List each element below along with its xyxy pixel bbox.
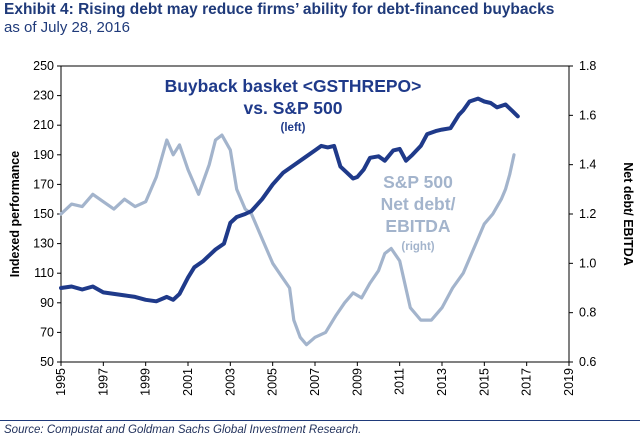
x-tick-label: 2001 [181, 368, 195, 396]
x-tick-label: 2009 [350, 368, 364, 396]
y-axis-right: 0.6 0.8 1.0 1.2 1.4 1.6 1.8 [569, 59, 596, 369]
buyback-annotation-line2: vs. S&P 500 [244, 98, 343, 118]
y-left-tick-label: 90 [40, 296, 54, 310]
y-left-tick-label: 250 [33, 59, 54, 73]
y-axis-right-label: Net debt/ EBITDA [621, 162, 635, 265]
footer-divider [0, 420, 640, 421]
y-axis-left: 50 70 90 110 130 150 170 190 210 230 250 [33, 59, 61, 369]
y-right-tick-label: 1.8 [579, 59, 596, 73]
x-tick-label: 2011 [393, 368, 407, 395]
y-right-tick-label: 0.6 [579, 355, 596, 369]
netdebt-annotation-line1: S&P 500 [383, 172, 453, 192]
x-tick-label: 1997 [96, 368, 110, 396]
netdebt-annotation-line2: Net debt/ [381, 194, 456, 214]
y-left-tick-label: 150 [33, 207, 54, 221]
y-left-tick-label: 130 [33, 237, 54, 251]
x-tick-label: 2019 [562, 368, 576, 396]
x-axis: 1995 1997 1999 2001 2003 2005 2007 2009 2011 2013… [54, 362, 576, 396]
x-tick-label: 2013 [435, 368, 449, 396]
netdebt-series-line [59, 133, 516, 347]
x-tick-label: 2017 [520, 368, 534, 396]
chart-subtitle: as of July 28, 2016 [4, 19, 130, 36]
y-left-tick-label: 110 [34, 266, 54, 280]
y-left-tick-label: 230 [33, 89, 54, 103]
y-right-tick-label: 1.0 [579, 256, 596, 270]
y-right-tick-label: 1.2 [579, 207, 596, 221]
y-right-tick-label: 1.6 [579, 108, 596, 122]
y-left-tick-label: 70 [40, 325, 54, 339]
x-tick-label: 2003 [223, 368, 237, 396]
series-group [59, 96, 520, 347]
buyback-annotation-line3: (left) [281, 122, 306, 134]
y-right-tick-label: 1.4 [579, 158, 596, 172]
chart-title: Exhibit 4: Rising debt may reduce firms’… [4, 1, 555, 18]
y-right-tick-label: 0.8 [579, 306, 596, 320]
y-left-tick-label: 210 [33, 118, 54, 132]
y-left-tick-label: 170 [33, 177, 54, 191]
x-tick-label: 2007 [308, 368, 322, 396]
netdebt-annotation-line3: EBITDA [385, 216, 451, 236]
x-tick-label: 1999 [139, 368, 153, 396]
y-left-tick-label: 190 [33, 148, 54, 162]
buyback-annotation-line1: Buyback basket <GSTHREPO> [165, 76, 422, 96]
buyback-series-line [59, 96, 520, 304]
source-note: Source: Compustat and Goldman Sachs Glob… [4, 424, 362, 436]
netdebt-annotation-line4: (right) [401, 241, 434, 253]
x-tick-label: 2015 [477, 368, 491, 396]
y-axis-left-label: Indexed performance [8, 151, 22, 277]
x-tick-label: 1995 [54, 368, 68, 396]
y-left-tick-label: 50 [40, 355, 54, 369]
x-tick-label: 2005 [266, 368, 280, 396]
